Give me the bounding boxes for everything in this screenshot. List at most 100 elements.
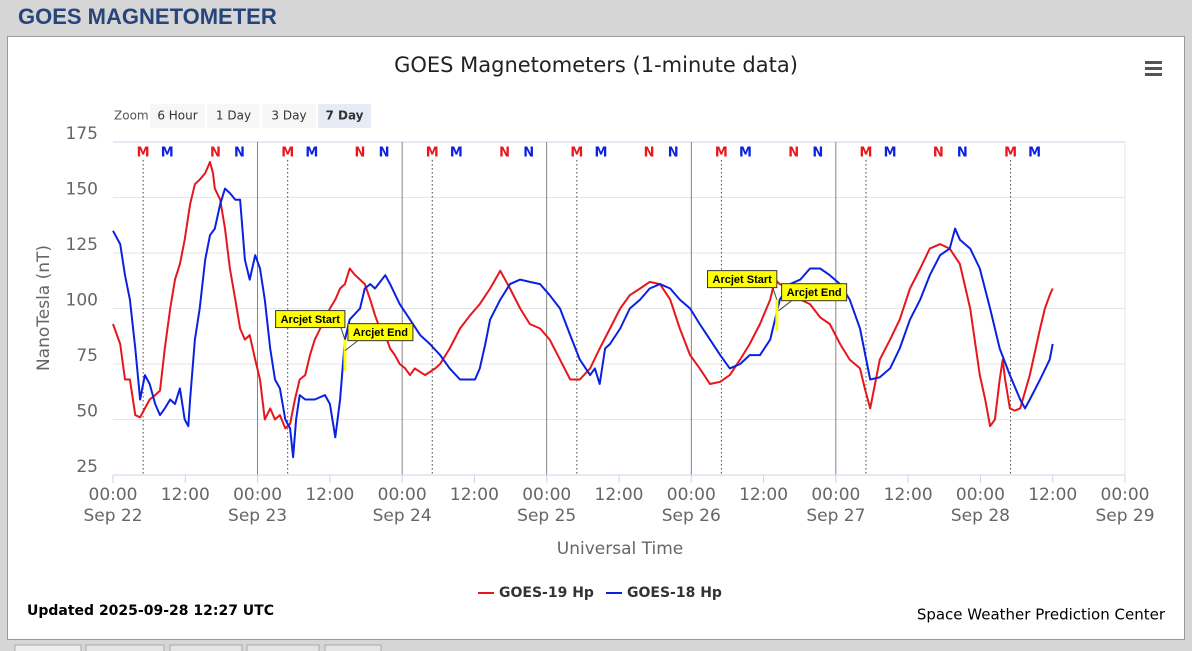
marker-label: M <box>137 146 150 161</box>
marker-label: M <box>281 146 294 161</box>
x-tick-date: Sep 23 <box>228 506 287 526</box>
zoom-button-bg <box>150 104 205 128</box>
updated-note: Updated 2025-09-28 12:27 UTC <box>27 603 274 619</box>
x-tick-date: Sep 28 <box>951 506 1010 526</box>
y-tick-label: 75 <box>76 346 98 366</box>
annotation-box <box>347 323 414 342</box>
zoom-button-label: 6 Hour <box>157 109 197 123</box>
marker-label: N <box>644 146 655 161</box>
y-axis-title: NanoTesla (nT) <box>34 245 54 371</box>
x-tick-label: 12:00 <box>305 485 354 505</box>
marker-label: N <box>788 146 799 161</box>
marker-label: M <box>570 146 583 161</box>
x-tick-label: 12:00 <box>450 485 499 505</box>
x-tick-label: 00:00 <box>1101 485 1150 505</box>
marker-label: M <box>426 146 439 161</box>
zoom-button-label: 3 Day <box>271 109 306 123</box>
annotation: Arcjet Start <box>707 270 778 300</box>
marker-label: N <box>210 146 221 161</box>
x-tick-date: Sep 27 <box>806 506 865 526</box>
annotation-label: Arcjet Start <box>713 274 773 286</box>
zoom-button[interactable]: 3 Day <box>262 104 316 128</box>
marker-label: N <box>812 146 823 161</box>
zoom-button-bg <box>318 104 371 128</box>
annotation-connector <box>340 327 346 340</box>
annotation-connector <box>778 300 792 312</box>
annotation-box <box>275 310 346 329</box>
page-title: GOES MAGNETOMETER <box>18 4 277 29</box>
chart-title: GOES Magnetometers (1-minute data) <box>394 53 798 77</box>
zoom-label: Zoom <box>114 109 149 123</box>
zoom-button[interactable]: 7 Day <box>318 104 371 128</box>
menu-bar <box>1145 67 1162 70</box>
annotation-connector <box>344 340 359 352</box>
annotation: Arcjet End <box>778 283 848 312</box>
x-tick-label: 00:00 <box>522 485 571 505</box>
x-tick-label: 12:00 <box>161 485 210 505</box>
marker-label: M <box>860 146 873 161</box>
menu-bar <box>1145 61 1162 64</box>
x-tick-label: 12:00 <box>884 485 933 505</box>
annotation-label: Arcjet End <box>353 327 408 339</box>
marker-label: M <box>305 146 318 161</box>
marker-label: N <box>234 146 245 161</box>
series-line <box>112 161 1054 430</box>
annotation-label: Arcjet Start <box>281 314 341 326</box>
x-tick-date: Sep 29 <box>1095 506 1154 526</box>
zoom-button-bg <box>262 104 316 128</box>
x-tick-label: 00:00 <box>956 485 1005 505</box>
marker-label: M <box>1028 146 1041 161</box>
marker-label: N <box>957 146 968 161</box>
series-line <box>112 187 1054 459</box>
annotation-label: Arcjet End <box>787 287 842 299</box>
x-tick-label: 00:00 <box>89 485 138 505</box>
zoom-button-label: 1 Day <box>216 109 251 123</box>
zoom-button-label: 7 Day <box>325 109 363 123</box>
x-tick-label: 12:00 <box>595 485 644 505</box>
x-tick-label: 00:00 <box>811 485 860 505</box>
y-tick-label: 150 <box>66 180 98 200</box>
x-tick-label: 00:00 <box>233 485 282 505</box>
marker-label: M <box>1004 146 1017 161</box>
marker-label: N <box>668 146 679 161</box>
marker-label: M <box>450 146 463 161</box>
x-tick-date: Sep 25 <box>517 506 576 526</box>
x-tick-label: 00:00 <box>667 485 716 505</box>
y-tick-label: 175 <box>66 124 98 144</box>
marker-label: N <box>355 146 366 161</box>
x-tick-date: Sep 24 <box>373 506 432 526</box>
x-tick-date: Sep 26 <box>662 506 721 526</box>
marker-label: M <box>884 146 897 161</box>
x-tick-label: 12:00 <box>739 485 788 505</box>
marker-label: N <box>499 146 510 161</box>
marker-label: M <box>715 146 728 161</box>
zoom-button-bg <box>207 104 260 128</box>
marker-label: M <box>161 146 174 161</box>
marker-label: M <box>739 146 752 161</box>
annotation: Arcjet Start <box>275 310 346 340</box>
x-tick-label: 12:00 <box>1028 485 1077 505</box>
annotation-box <box>781 283 848 302</box>
credit: Space Weather Prediction Center <box>917 606 1166 624</box>
marker-label: N <box>523 146 534 161</box>
zoom-button[interactable]: 1 Day <box>207 104 260 128</box>
chart-panel <box>7 36 1185 640</box>
marker-label: M <box>594 146 607 161</box>
annotation-connector <box>772 287 778 300</box>
y-tick-label: 100 <box>66 291 98 311</box>
y-tick-label: 50 <box>76 402 98 422</box>
x-axis-title: Universal Time <box>557 539 683 559</box>
zoom-button[interactable]: 6 Hour <box>150 104 205 128</box>
annotation: Arcjet End <box>344 323 414 352</box>
bottom-tabs <box>14 644 382 651</box>
marker-label: N <box>933 146 944 161</box>
y-tick-label: 125 <box>66 235 98 255</box>
marker-label: N <box>379 146 390 161</box>
legend-label: GOES-18 Hp <box>627 585 722 601</box>
menu-button[interactable] <box>1145 61 1162 76</box>
annotation-box <box>707 270 778 289</box>
menu-bar <box>1145 73 1162 76</box>
x-tick-label: 00:00 <box>378 485 427 505</box>
